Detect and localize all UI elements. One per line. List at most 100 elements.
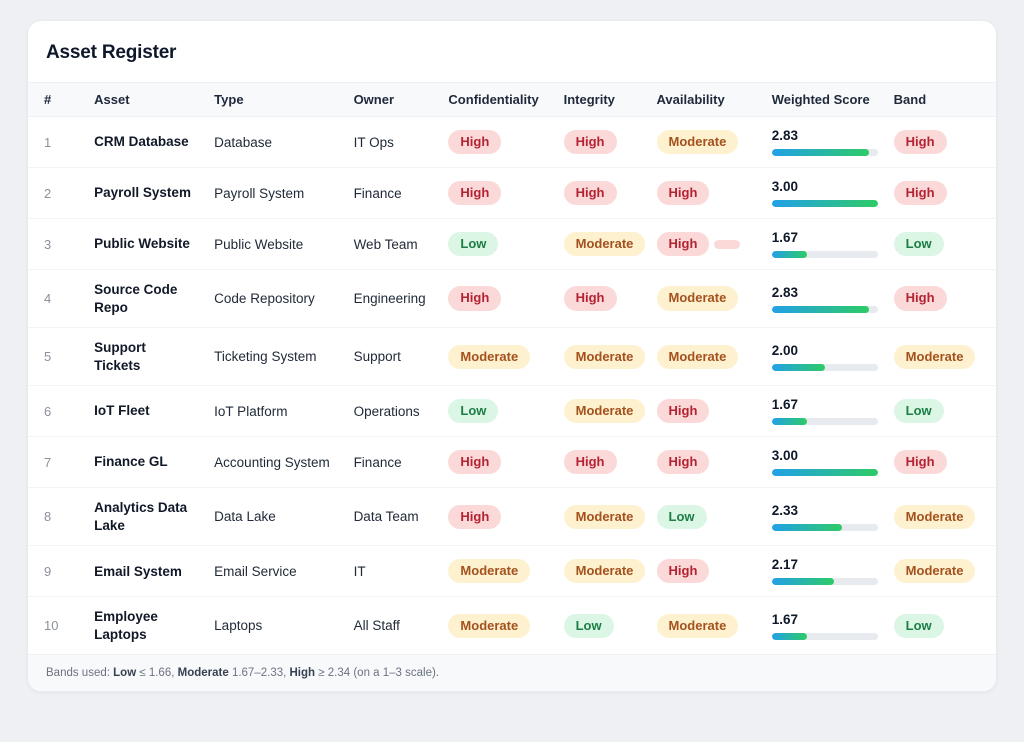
confidentiality-badge: Moderate xyxy=(448,344,531,369)
legend-text: ≤ 1.66, xyxy=(136,667,178,680)
legend-text: Bands used: xyxy=(46,667,114,680)
weighted-score-cell: 2.00 xyxy=(761,327,884,386)
band-cell: Moderate xyxy=(883,545,996,597)
integrity-cell: Moderate xyxy=(553,218,647,270)
asset-type: IoT Platform xyxy=(204,385,344,437)
availability-badge: High xyxy=(656,180,710,206)
table-row: 2 Payroll System Payroll System Finance … xyxy=(28,167,996,219)
integrity-badge: High xyxy=(563,129,617,155)
row-number: 1 xyxy=(44,134,52,150)
table-row: 6 IoT Fleet IoT Platform Operations Low … xyxy=(28,385,996,437)
confidentiality-badge: High xyxy=(448,129,502,155)
confidentiality-badge: High xyxy=(448,180,502,206)
weighted-score-value: 2.17 xyxy=(771,557,798,573)
asset-type: Database xyxy=(214,134,272,150)
confidentiality-cell: High xyxy=(438,487,554,546)
confidentiality-badge: High xyxy=(448,450,502,475)
asset-type: Laptops xyxy=(204,596,344,655)
score-progress-track xyxy=(771,305,878,313)
asset-type: Ticketing System xyxy=(204,327,344,386)
integrity-badge: Moderate xyxy=(563,399,646,424)
weighted-score-value: 2.83 xyxy=(771,128,798,143)
band-cell: Moderate xyxy=(883,327,996,386)
weighted-score-value: 1.67 xyxy=(771,230,798,245)
integrity-cell: Moderate xyxy=(553,327,647,386)
availability-cell: High xyxy=(646,385,762,437)
availability-badge: Moderate xyxy=(656,129,739,155)
legend-text: High xyxy=(289,667,316,680)
integrity-cell: Low xyxy=(553,596,647,655)
confidentiality-badge: High xyxy=(448,504,502,529)
score-progress-track xyxy=(771,149,878,156)
legend-text: Low xyxy=(113,667,137,680)
weighted-score-value: 2.83 xyxy=(771,284,798,300)
band-badge: Moderate xyxy=(893,504,976,529)
table-row: 7 Finance GL Accounting System Finance H… xyxy=(28,436,996,488)
column-header-number: # xyxy=(28,82,85,117)
asset-owner: IT xyxy=(343,545,439,597)
score-progress-track xyxy=(771,578,878,586)
weighted-score-value: 3.00 xyxy=(771,448,798,464)
asset-name: Public Website xyxy=(84,218,205,270)
asset-name: Source Code Repo xyxy=(84,268,205,328)
score-progress-fill xyxy=(771,469,878,477)
asset-name: Email System xyxy=(84,545,205,597)
availability-badge: High xyxy=(656,399,710,424)
asset-owner: IT Ops xyxy=(353,134,394,150)
legend-text: Moderate xyxy=(177,667,229,680)
asset-owner: Finance xyxy=(343,167,439,219)
band-cell: Low xyxy=(883,385,996,437)
asset-name: Employee Laptops xyxy=(84,596,205,655)
table-row: 5 Support Tickets Ticketing System Suppo… xyxy=(28,327,996,386)
band-cell: High xyxy=(883,167,996,219)
asset-name: Payroll System xyxy=(84,167,205,219)
band-badge: Low xyxy=(893,613,944,638)
row-number: 10 xyxy=(28,596,85,655)
confidentiality-cell: High xyxy=(438,436,554,488)
asset-owner: Finance xyxy=(343,436,439,488)
asset-owner: Engineering xyxy=(343,268,439,328)
row-number: 8 xyxy=(28,487,85,546)
band-badge: Low xyxy=(893,399,944,424)
weighted-score-cell: 2.83 xyxy=(761,268,884,328)
weighted-score-cell: 2.17 xyxy=(761,545,884,597)
weighted-score-cell: 1.67 xyxy=(761,218,884,270)
score-progress-track xyxy=(771,200,878,207)
asset-name: IoT Fleet xyxy=(84,385,205,437)
table-row: 10 Employee Laptops Laptops All Staff Mo… xyxy=(28,596,996,655)
legend-text: 1.67–2.33, xyxy=(228,667,290,680)
asset-name: CRM Database xyxy=(94,134,189,150)
score-progress-track xyxy=(771,251,878,258)
weighted-score-value: 1.67 xyxy=(771,397,798,413)
confidentiality-cell: High xyxy=(438,167,554,219)
band-cell: High xyxy=(884,117,996,168)
band-cell: High xyxy=(883,268,996,328)
row-number: 7 xyxy=(28,436,85,488)
weighted-score-cell: 1.67 xyxy=(761,596,884,655)
availability-cell: High xyxy=(646,436,762,488)
table-row: 3 Public Website Public Website Web Team… xyxy=(28,218,996,270)
integrity-cell: Moderate xyxy=(553,545,647,597)
availability-badge: High xyxy=(656,231,710,257)
band-cell: High xyxy=(883,436,996,488)
score-progress-track xyxy=(771,469,878,477)
confidentiality-badge: Moderate xyxy=(448,559,531,584)
integrity-cell: High xyxy=(554,117,647,168)
availability-cell: High xyxy=(646,545,762,597)
asset-register-table: # Asset Type Owner Confidentiality Integ… xyxy=(28,82,996,655)
asset-type: Email Service xyxy=(204,545,344,597)
score-progress-track xyxy=(771,418,878,426)
integrity-cell: Moderate xyxy=(553,487,647,546)
integrity-cell: High xyxy=(553,167,647,219)
score-progress-fill xyxy=(771,418,808,426)
column-header-owner: Owner xyxy=(343,82,439,117)
row-number: 5 xyxy=(28,327,85,386)
confidentiality-badge: Low xyxy=(448,231,499,257)
integrity-cell: High xyxy=(553,436,647,488)
asset-owner: Data Team xyxy=(343,487,439,546)
weighted-score-cell: 2.83 xyxy=(762,117,884,168)
band-badge: High xyxy=(893,286,947,311)
availability-badge: High xyxy=(656,450,710,475)
confidentiality-cell: High xyxy=(438,117,553,168)
row-number: 3 xyxy=(28,218,85,270)
